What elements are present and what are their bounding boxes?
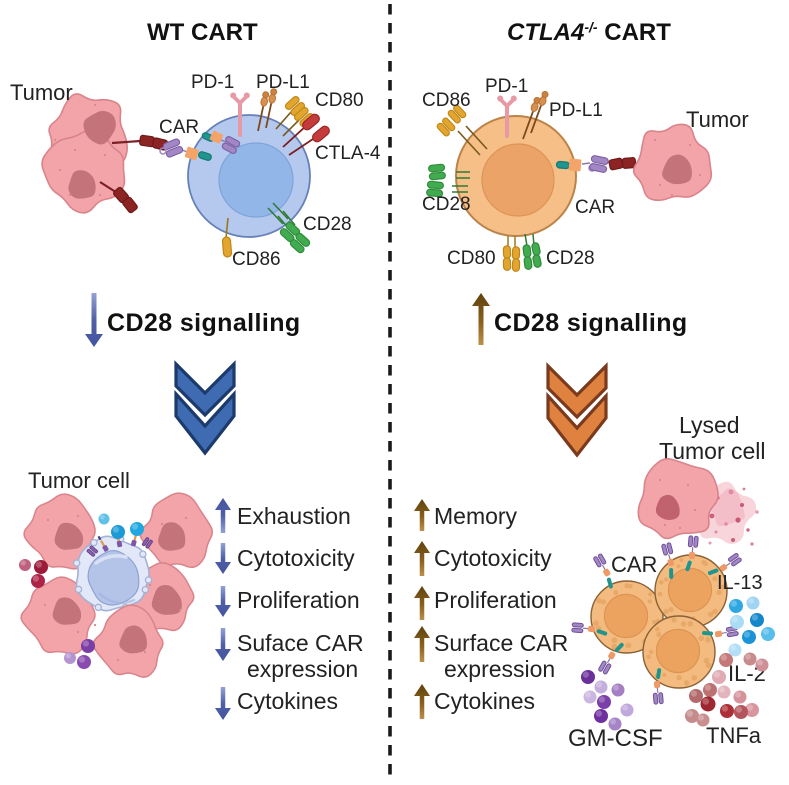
svg-text:CAR: CAR [159, 117, 199, 138]
svg-text:Tumor cell: Tumor cell [659, 438, 766, 464]
svg-text:CTLA-4: CTLA-4 [315, 143, 381, 164]
svg-text:PD-L1: PD-L1 [549, 100, 603, 121]
svg-text:CD86: CD86 [232, 249, 281, 270]
svg-text:Tumor: Tumor [10, 80, 73, 105]
svg-text:CD80: CD80 [315, 90, 364, 111]
svg-text:Proliferation: Proliferation [237, 587, 360, 613]
svg-text:Cytotoxicity: Cytotoxicity [434, 545, 552, 571]
svg-text:expression: expression [444, 656, 555, 682]
svg-text:PD-L1: PD-L1 [256, 72, 310, 93]
svg-text:TNFa: TNFa [706, 723, 762, 748]
svg-text:Tumor cell: Tumor cell [28, 468, 130, 493]
svg-text:WT CART: WT CART [147, 19, 258, 46]
svg-text:Exhaustion: Exhaustion [237, 503, 351, 529]
svg-text:CD28: CD28 [422, 194, 471, 215]
svg-text:Lysed: Lysed [679, 412, 740, 438]
svg-text:PD-1: PD-1 [191, 72, 234, 93]
svg-text:CD28 signalling: CD28 signalling [107, 309, 301, 337]
svg-text:Cytokines: Cytokines [434, 688, 535, 714]
svg-text:CD28: CD28 [546, 248, 595, 269]
svg-text:Cytotoxicity: Cytotoxicity [237, 545, 355, 571]
svg-text:CAR: CAR [611, 552, 657, 577]
svg-text:Tumor: Tumor [686, 107, 749, 132]
svg-text:CD28: CD28 [303, 214, 352, 235]
svg-text:CD28 signalling: CD28 signalling [494, 309, 688, 337]
svg-text:CAR: CAR [575, 197, 615, 218]
svg-text:Cytokines: Cytokines [237, 688, 338, 714]
svg-text:CD80: CD80 [447, 248, 496, 269]
svg-text:expression: expression [247, 656, 358, 682]
svg-text:Proliferation: Proliferation [434, 587, 557, 613]
svg-text:Surface CAR: Surface CAR [434, 630, 568, 656]
svg-text:Memory: Memory [434, 503, 518, 529]
svg-text:Suface CAR: Suface CAR [237, 630, 364, 656]
svg-text:IL-13: IL-13 [717, 572, 763, 594]
svg-text:PD-1: PD-1 [485, 76, 528, 97]
svg-text:CD86: CD86 [422, 90, 471, 111]
